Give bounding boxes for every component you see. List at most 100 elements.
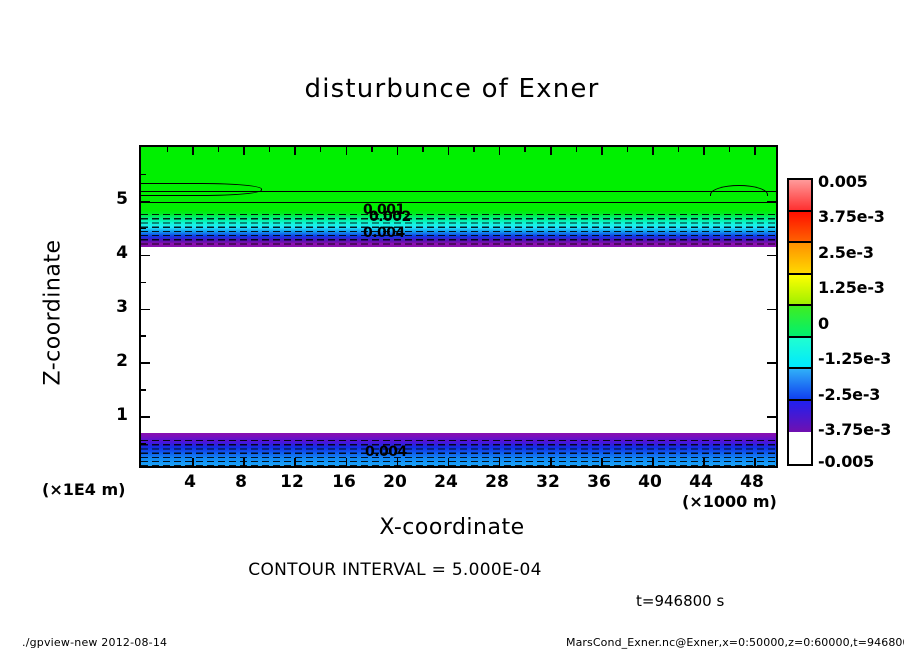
tick-x-top <box>652 147 654 155</box>
x-axis-title: X-coordinate <box>379 515 525 540</box>
ytick-label: 1 <box>116 405 128 425</box>
colorbar-tick-label: 2.5e-3 <box>818 243 874 262</box>
xtick-label: 48 <box>740 472 764 492</box>
colorbar-tick-label: 0 <box>818 314 829 333</box>
tick-y-left-minor <box>141 227 146 230</box>
y-axis-title: Z-coordinate <box>40 239 66 386</box>
y-axis-unit: (×1E4 m) <box>42 480 126 499</box>
tick-x-bottom <box>601 458 603 466</box>
tick-y-left <box>141 416 150 418</box>
tick-y-right <box>767 254 776 257</box>
colorbar-band <box>789 369 811 401</box>
tick-x-top <box>703 147 705 155</box>
tick-x-top <box>243 147 245 155</box>
tick-y-right <box>767 200 776 203</box>
tick-x-top-minor <box>524 147 526 152</box>
colorbar-band <box>789 400 811 433</box>
colorbar-band <box>789 243 811 275</box>
tick-x-top-minor <box>268 147 271 152</box>
timestamp-text: t=946800 s <box>636 592 725 610</box>
contour-line <box>141 202 776 203</box>
tick-y-right <box>767 362 776 364</box>
plot-area: 0.001 0.002 0.004 0.004 <box>139 145 778 468</box>
tick-x-top <box>396 147 399 155</box>
ytick-label: 2 <box>116 351 128 371</box>
ytick-label: 4 <box>116 243 128 263</box>
contour-label: 0.002 <box>369 209 411 225</box>
tick-x-top <box>601 147 603 155</box>
tick-y-right <box>767 416 776 418</box>
tick-x-bottom <box>703 458 705 466</box>
tick-x-top <box>345 147 348 155</box>
tick-x-bottom <box>754 458 756 466</box>
xtick-label: 16 <box>332 472 356 492</box>
colorbar-tick-label: -1.25e-3 <box>818 349 892 368</box>
tick-x-bottom <box>294 458 296 466</box>
tick-x-bottom <box>345 458 348 466</box>
tick-x-top <box>192 147 194 155</box>
tick-x-top-minor <box>371 147 373 152</box>
tick-x-top <box>447 147 450 155</box>
tick-y-left <box>141 362 150 364</box>
tick-y-right <box>767 308 776 311</box>
tick-y-left <box>141 254 150 257</box>
tick-x-bottom <box>550 458 552 466</box>
tick-x-top <box>754 147 756 155</box>
footer-right-text: MarsCond_Exner.nc@Exner,x=0:50000,z=0:60… <box>566 636 904 649</box>
colorbar-band <box>789 337 811 370</box>
colorbar-tick-label: -2.5e-3 <box>818 385 881 404</box>
colorbar-band <box>789 306 811 338</box>
colorbar-tick-label: 3.75e-3 <box>818 207 885 226</box>
x-axis-unit: (×1000 m) <box>682 492 777 511</box>
tick-x-top-minor <box>473 147 475 152</box>
footer-left-text: ./gpview-new 2012-08-14 <box>22 636 168 649</box>
xtick-label: 8 <box>235 472 247 492</box>
tick-y-left-minor <box>141 389 146 391</box>
colorbar-band <box>789 274 811 307</box>
tick-y-left <box>141 308 150 311</box>
tick-x-top <box>294 147 296 155</box>
colorbar-band <box>789 211 811 244</box>
tick-x-top-minor <box>319 147 322 152</box>
colorbar-tick-label: 1.25e-3 <box>818 278 885 297</box>
tick-x-top-minor <box>626 147 629 152</box>
region-lower-negative-layer <box>141 433 776 466</box>
tick-x-top-minor <box>422 147 424 152</box>
tick-x-bottom <box>192 458 194 466</box>
xtick-label: 20 <box>383 472 407 492</box>
tick-y-left-minor <box>141 173 146 176</box>
xtick-label: 44 <box>689 472 713 492</box>
ytick-label: 3 <box>116 297 128 317</box>
page-title: disturbunce of Exner <box>304 74 600 104</box>
contour-label: 0.004 <box>363 225 405 241</box>
colorbar-tick-label: -0.005 <box>818 452 875 471</box>
region-upper-purple-cap <box>141 243 776 247</box>
ytick-label: 5 <box>116 189 128 209</box>
tick-x-top-minor <box>677 147 680 152</box>
contour-label: 0.001 <box>363 202 405 218</box>
contour-line <box>141 191 776 192</box>
region-upper-uniform-zero <box>141 147 776 210</box>
tick-x-top-minor <box>575 147 578 152</box>
colorbar-band <box>789 180 811 212</box>
contour-interval-text: CONTOUR INTERVAL = 5.000E-04 <box>248 560 542 580</box>
colorbar <box>787 178 813 466</box>
xtick-label: 12 <box>280 472 304 492</box>
tick-y-left-minor <box>141 281 146 284</box>
region-upper-negative-layer <box>141 210 776 243</box>
tick-y-left-minor <box>141 335 146 337</box>
tick-x-bottom <box>396 458 399 466</box>
xtick-label: 32 <box>536 472 560 492</box>
colorbar-tick-label: 0.005 <box>818 172 868 191</box>
contour-closed-curve-left <box>141 183 262 196</box>
tick-x-top <box>498 147 501 155</box>
tick-y-left-minor <box>141 443 146 445</box>
tick-x-top <box>550 147 552 155</box>
tick-x-bottom <box>243 458 245 466</box>
tick-y-left <box>141 200 150 203</box>
tick-x-top-minor <box>728 147 731 152</box>
xtick-label: 36 <box>587 472 611 492</box>
tick-x-top-minor <box>217 147 220 152</box>
tick-x-bottom <box>447 458 450 466</box>
